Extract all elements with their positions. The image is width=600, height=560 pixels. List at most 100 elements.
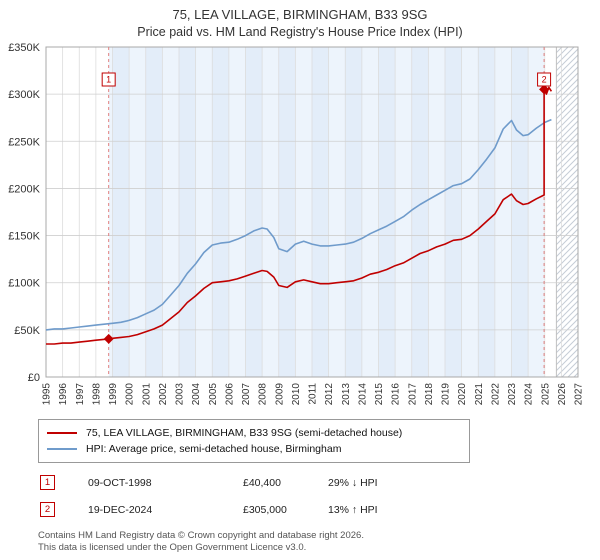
annotation-row-2: 2 19-DEC-2024 £305,000 13% ↑ HPI: [40, 502, 600, 517]
ownership-band-stripe: [228, 47, 246, 377]
x-axis-tick-label: 2018: [424, 383, 435, 406]
legend-label-property: 75, LEA VILLAGE, BIRMINGHAM, B33 9SG (se…: [86, 427, 403, 439]
page-title: 75, LEA VILLAGE, BIRMINGHAM, B33 9SG: [172, 7, 428, 22]
ownership-band-stripe: [195, 47, 213, 377]
event-marker-box: [101, 72, 116, 87]
x-axis-tick-label: 2027: [574, 383, 585, 406]
ownership-band-stripe: [494, 47, 512, 377]
x-axis-tick-label: 2006: [224, 383, 235, 406]
x-axis-tick-label: 2021: [474, 383, 485, 406]
x-axis-tick-label: 2022: [490, 383, 501, 406]
ownership-band-stripe: [278, 47, 296, 377]
x-axis-tick-label: 2017: [407, 383, 418, 406]
x-axis-tick-label: 2008: [258, 383, 269, 406]
future-hatch-area: [556, 47, 578, 377]
y-axis-tick-label: £100K: [8, 278, 40, 290]
x-axis-tick-label: 1998: [91, 383, 102, 406]
ownership-band-stripe: [378, 47, 396, 377]
y-axis-tick-label: £350K: [8, 42, 40, 54]
x-axis-tick-label: 2009: [274, 383, 285, 406]
legend-row-property: 75, LEA VILLAGE, BIRMINGHAM, B33 9SG (se…: [47, 425, 461, 441]
ownership-band-stripe: [245, 47, 263, 377]
ownership-band-stripe: [179, 47, 196, 377]
ownership-band-stripe: [428, 47, 445, 377]
sale-1-date: 09-OCT-1998: [88, 476, 152, 489]
sale-2-hpi-diff: 13% ↑ HPI: [328, 503, 378, 516]
ownership-band-stripe: [312, 47, 329, 377]
sale-1-price: £40,400: [243, 476, 281, 489]
ownership-band-stripe: [345, 47, 362, 377]
x-axis-tick-label: 2000: [125, 383, 136, 406]
x-axis-tick-label: 1999: [108, 383, 119, 406]
y-axis-tick-label: £250K: [8, 136, 40, 148]
sale-marker-diamond: [103, 333, 114, 344]
ownership-band-stripe: [411, 47, 429, 377]
x-axis-tick-label: 2025: [540, 383, 551, 406]
x-axis-tick-label: 2016: [391, 383, 402, 406]
ownership-band-stripe: [528, 47, 545, 377]
legend-row-hpi: HPI: Average price, semi-detached house,…: [47, 441, 461, 457]
x-axis-tick-label: 2010: [291, 383, 302, 406]
ownership-band-stripe: [145, 47, 163, 377]
sale-2-date: 19-DEC-2024: [88, 503, 153, 516]
ownership-band-stripe: [162, 47, 179, 377]
property-price-line: [46, 86, 553, 345]
x-axis-tick-label: 1995: [42, 383, 53, 406]
page-subtitle: Price paid vs. HM Land Registry's House …: [137, 25, 463, 39]
price-chart-svg: 1 2 £0 £50K £100K £150K £200K £250K £300K £350K 19…: [8, 42, 585, 406]
ownership-band-stripe: [129, 47, 146, 377]
x-axis-tick-label: 2005: [208, 383, 219, 406]
ownership-band-stripe: [395, 47, 412, 377]
blue-line-swatch: [47, 448, 77, 450]
event-marker-number: 2: [542, 75, 547, 85]
x-axis-tick-label: 2014: [357, 383, 368, 406]
x-axis-tick-label: 1996: [58, 383, 69, 406]
x-axis-tick-label: 2013: [341, 383, 352, 406]
marker-1-badge: 1: [40, 475, 55, 490]
x-axis-tick-label: 2004: [191, 383, 202, 406]
x-axis-tick-label: 2012: [324, 383, 335, 406]
x-axis-tick-label: 2003: [175, 383, 186, 406]
ownership-band-stripe: [511, 47, 529, 377]
annotation-row-1: 1 09-OCT-1998 £40,400 29% ↓ HPI: [40, 475, 600, 490]
y-axis-tick-label: £0: [28, 372, 40, 384]
y-axis-tick-label: £50K: [14, 325, 40, 337]
footer-line-2: This data is licensed under the Open Gov…: [38, 541, 307, 553]
legend-label-hpi: HPI: Average price, semi-detached house,…: [86, 443, 342, 455]
ownership-band-stripe: [478, 47, 495, 377]
footer-line-1: Contains HM Land Registry data © Crown c…: [38, 530, 364, 541]
y-axis-tick-label: £150K: [8, 231, 40, 243]
ownership-band-stripe: [112, 47, 130, 377]
ownership-band-stripe: [212, 47, 229, 377]
sale-2-price: £305,000: [243, 503, 287, 516]
chart-titles: 75, LEA VILLAGE, BIRMINGHAM, B33 9SG Pri…: [0, 0, 600, 39]
y-axis-tick-label: £200K: [8, 183, 40, 195]
ownership-band-stripe: [445, 47, 462, 377]
hpi-line: [45, 118, 552, 331]
x-axis-tick-label: 2020: [457, 383, 468, 406]
plot-border: [45, 46, 579, 378]
x-axis-tick-label: 2002: [158, 383, 169, 406]
event-marker-box: [537, 72, 552, 87]
license-footer: Contains HM Land Registry data © Crown c…: [38, 530, 600, 553]
x-axis-tick-label: 2011: [308, 383, 319, 405]
ownership-band-stripe: [108, 47, 113, 377]
x-axis-tick-label: 2024: [524, 383, 535, 406]
ownership-band-stripe: [262, 47, 279, 377]
ownership-band-stripe: [295, 47, 312, 377]
event-marker-number: 1: [106, 75, 111, 85]
x-axis-tick-label: 2015: [374, 383, 385, 406]
ownership-band-stripe: [361, 47, 379, 377]
ownership-band-stripe: [461, 47, 479, 377]
marker-2-badge: 2: [40, 502, 55, 517]
x-axis-tick-label: 2007: [241, 383, 252, 406]
x-axis-tick-label: 2026: [557, 383, 568, 406]
x-axis-tick-label: 2019: [441, 383, 452, 406]
x-axis-tick-label: 2001: [141, 383, 152, 406]
x-axis-tick-label: 2023: [507, 383, 518, 406]
sale-marker-diamond: [539, 84, 550, 95]
ownership-band-stripe: [328, 47, 346, 377]
x-axis-tick-label: 1997: [75, 383, 86, 406]
sale-1-hpi-diff: 29% ↓ HPI: [328, 476, 378, 489]
